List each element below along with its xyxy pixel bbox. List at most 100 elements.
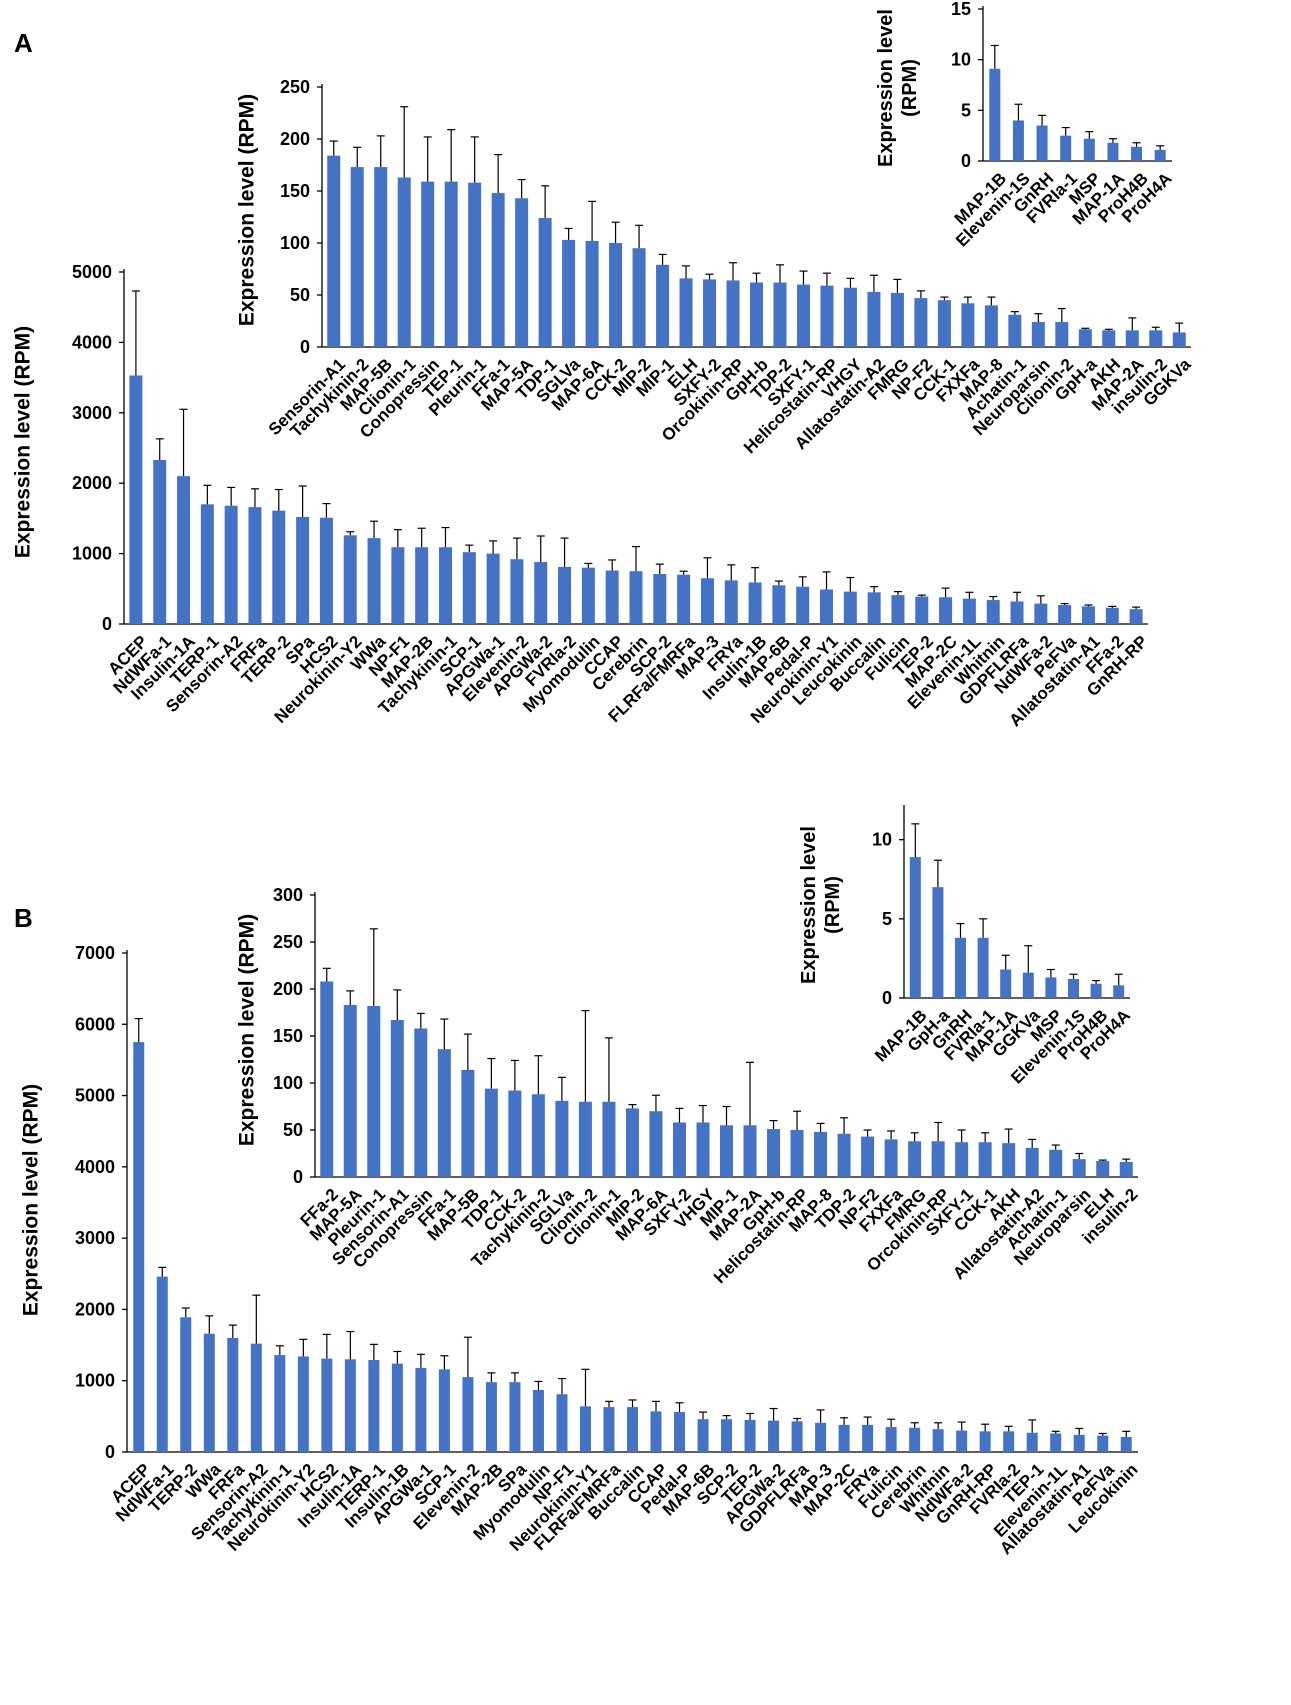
bar [890,292,904,347]
bar [914,298,928,347]
bar [721,1419,733,1452]
bar [462,1377,474,1452]
bar [672,1122,686,1177]
bar [677,574,691,624]
bar [153,459,167,624]
bar [485,1382,497,1452]
bar [961,303,975,347]
bar [978,1142,992,1177]
bar [1102,330,1116,347]
bar [1081,606,1095,624]
bar [177,476,191,624]
bar [421,181,435,347]
bar [1008,314,1022,347]
bar [297,1356,309,1452]
bar [1078,329,1092,347]
bar [956,1430,968,1452]
bar [1002,1143,1016,1177]
y-tick-label: 0 [105,1442,115,1462]
bar [796,284,810,347]
bar [724,580,738,624]
bar [1025,1147,1039,1177]
bar [129,375,143,624]
bar [250,1343,262,1452]
bar [327,155,341,347]
bar [1036,125,1048,161]
bar [391,1363,403,1452]
bar [750,282,763,347]
bar [562,239,576,347]
y-tick-label: 150 [280,181,310,201]
bar [726,280,740,347]
bar [1129,609,1143,624]
bar [697,1419,709,1452]
bar [843,287,857,347]
bar [720,1125,733,1177]
bar [556,1394,568,1452]
bar [578,1101,592,1177]
bar [1072,1159,1086,1177]
bar [1000,969,1012,998]
bar [748,582,762,624]
bar [632,248,646,347]
bar [979,1431,991,1452]
bar [649,1111,663,1177]
bar [867,291,881,347]
bar [224,505,238,624]
bar [367,538,381,624]
bar [627,1407,638,1452]
y-tick-label: 50 [290,285,310,305]
bar [815,1422,827,1452]
bar [1120,1437,1132,1452]
bar [744,1419,756,1452]
bar [767,1129,781,1177]
bar [867,592,881,624]
bar [1010,601,1024,624]
bar [462,552,476,624]
bar [461,1069,475,1177]
y-tick-label: 200 [280,129,310,149]
bar [937,300,951,347]
bar [1119,1161,1133,1177]
bar [203,1333,215,1452]
bar [437,1049,451,1177]
bar [650,1411,662,1452]
bar [955,1142,969,1177]
bar [509,1382,521,1452]
bar [515,198,529,347]
bar [532,1389,544,1452]
bar [629,571,643,624]
y-axis-title: Expression level (RPM) [12,326,35,558]
bar [791,1421,803,1452]
bar [320,981,334,1177]
bar [444,181,458,347]
bar [625,1108,639,1177]
bar [343,1004,357,1177]
bar [977,937,989,998]
bar [605,570,619,624]
bar [1113,985,1125,998]
bar [1149,330,1163,347]
y-tick-label: 7000 [75,943,115,963]
bar [1090,983,1102,998]
bar [1034,603,1048,624]
bar [397,177,411,347]
bar [861,1136,875,1177]
bar [1031,322,1045,347]
bar [534,562,548,624]
bar [1055,322,1069,347]
bar [414,1028,428,1177]
bar [656,264,670,347]
y-tick-label: 1000 [72,544,112,564]
bar [390,1020,404,1177]
bar [820,589,834,624]
bar [955,937,966,998]
bar [837,1133,851,1177]
bar [1107,142,1119,161]
bar [343,535,357,624]
y-axis-title: Expression level (RPM) [875,9,921,167]
y-tick-label: 0 [961,151,971,171]
bar [558,566,572,624]
